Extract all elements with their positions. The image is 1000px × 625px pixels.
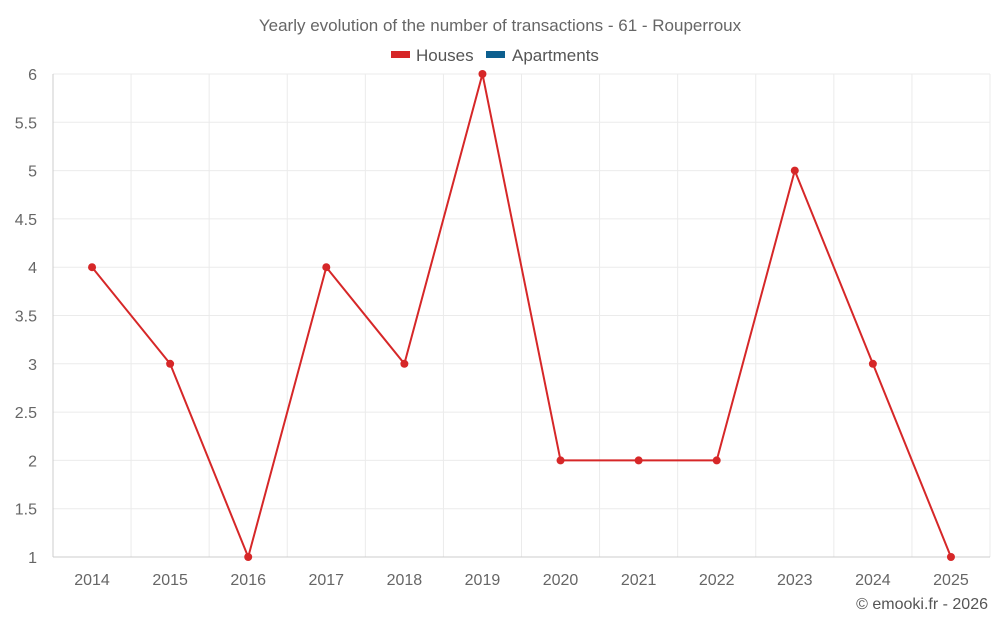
series-line-houses (91, 73, 952, 558)
data-point-houses-2015[interactable] (166, 359, 175, 368)
y-tick-label: 5 (28, 164, 37, 181)
x-tick-label-2023: 2023 (777, 572, 813, 589)
legend-label-houses: Houses (416, 46, 474, 65)
x-tick-label-2016: 2016 (230, 572, 266, 589)
y-tick-label: 3 (28, 357, 37, 374)
data-point-houses-2022[interactable] (712, 456, 721, 465)
series (88, 70, 955, 561)
data-point-houses-2024[interactable] (868, 359, 877, 368)
data-point-houses-2025[interactable] (946, 553, 955, 561)
grid (52, 73, 991, 557)
legend-swatch-apartments (486, 51, 505, 58)
legend-swatch-houses (391, 51, 410, 58)
y-tick-label: 4 (28, 260, 37, 277)
legend-item-apartments[interactable]: Apartments (486, 46, 599, 65)
y-tick-label: 1 (28, 550, 37, 567)
data-point-houses-2023[interactable] (790, 166, 799, 175)
legend: Houses Apartments (391, 46, 599, 65)
data-point-houses-2017[interactable] (322, 263, 331, 272)
data-point-houses-2021[interactable] (634, 456, 643, 465)
x-tick-label-2024: 2024 (855, 572, 891, 589)
x-tick-label-2018: 2018 (387, 572, 423, 589)
y-tick-label: 3.5 (15, 309, 37, 326)
x-tick-label-2015: 2015 (152, 572, 188, 589)
legend-label-apartments: Apartments (512, 46, 599, 65)
data-point-houses-2016[interactable] (244, 553, 253, 561)
data-point-houses-2014[interactable] (88, 263, 97, 272)
x-tick-label-2014: 2014 (74, 572, 110, 589)
y-tick-label: 4.5 (15, 212, 37, 229)
legend-item-houses[interactable]: Houses (391, 46, 474, 65)
x-tick-label-2017: 2017 (308, 572, 344, 589)
x-tick-label-2019: 2019 (465, 572, 501, 589)
x-tick-label-2020: 2020 (543, 572, 579, 589)
chart-title: Yearly evolution of the number of transa… (259, 16, 742, 35)
data-point-houses-2019[interactable] (478, 70, 487, 78)
y-tick-label: 2 (28, 453, 37, 470)
x-tick-label-2022: 2022 (699, 572, 735, 589)
y-tick-label: 5.5 (15, 115, 37, 132)
y-tick-label: 6 (28, 67, 37, 84)
y-tick-label: 1.5 (15, 502, 37, 519)
x-tick-label-2025: 2025 (933, 572, 969, 589)
data-point-houses-2018[interactable] (400, 359, 409, 368)
data-point-houses-2020[interactable] (556, 456, 565, 465)
credit-text: © emooki.fr - 2026 (856, 596, 988, 613)
x-tick-label-2021: 2021 (621, 572, 657, 589)
axes: 1 1.5 2 2.5 3 3.5 4 4.5 5 5.5 6 2014 2015 2016 2017 201… (15, 67, 990, 589)
y-tick-label: 2.5 (15, 405, 37, 422)
